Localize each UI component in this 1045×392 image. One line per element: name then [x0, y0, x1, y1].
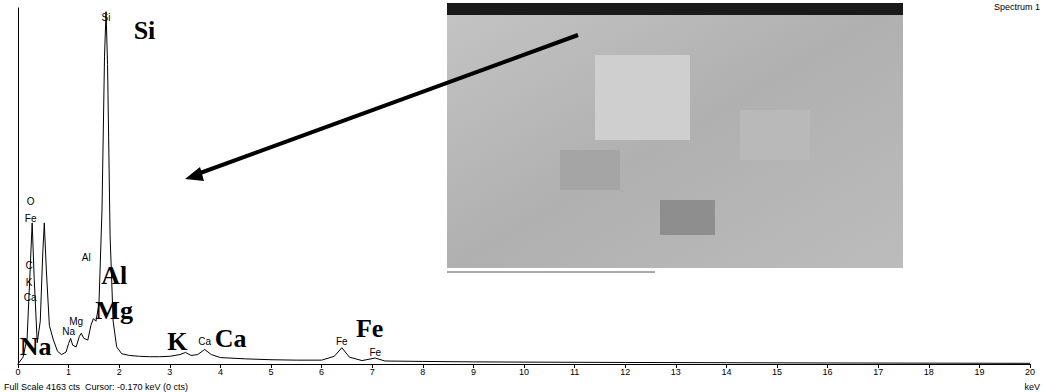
svg-text:O: O: [27, 196, 35, 207]
svg-text:0: 0: [15, 367, 20, 377]
svg-text:Si: Si: [134, 16, 156, 45]
svg-text:17: 17: [873, 367, 883, 377]
svg-text:1: 1: [66, 367, 71, 377]
svg-text:Spectrum 1: Spectrum 1: [994, 2, 1040, 12]
svg-text:Na: Na: [20, 332, 52, 361]
svg-text:10: 10: [519, 367, 529, 377]
svg-text:Mg: Mg: [69, 315, 84, 327]
svg-text:5: 5: [268, 367, 273, 377]
svg-text:K: K: [167, 327, 188, 356]
svg-text:Fe: Fe: [25, 213, 37, 224]
svg-text:Mg: Mg: [95, 296, 133, 325]
svg-text:11: 11: [570, 367, 579, 377]
svg-text:Al: Al: [101, 261, 127, 290]
svg-text:15: 15: [772, 367, 782, 377]
svg-text:19: 19: [974, 367, 984, 377]
svg-text:9: 9: [471, 367, 476, 377]
svg-text:14: 14: [721, 367, 731, 377]
svg-text:Ca: Ca: [24, 292, 37, 303]
svg-text:Fe: Fe: [356, 314, 383, 343]
svg-text:keV: keV: [1024, 382, 1040, 392]
svg-text:Full Scale 4163 cts Cursor: -: Full Scale 4163 cts Cursor: -0.170 keV (…: [4, 382, 188, 392]
svg-text:6: 6: [319, 367, 324, 377]
svg-text:18: 18: [924, 367, 934, 377]
svg-text:13: 13: [671, 367, 681, 377]
svg-text:Fe: Fe: [336, 336, 348, 347]
svg-text:Fe: Fe: [369, 347, 381, 358]
svg-text:Ca: Ca: [215, 324, 247, 353]
svg-text:8: 8: [420, 367, 425, 377]
svg-text:K: K: [26, 277, 33, 288]
svg-text:7: 7: [370, 367, 375, 377]
svg-text:12: 12: [620, 367, 630, 377]
svg-text:Ca: Ca: [198, 336, 211, 347]
svg-text:16: 16: [823, 367, 833, 377]
svg-text:3: 3: [167, 367, 172, 377]
svg-text:C: C: [26, 260, 33, 271]
svg-text:2: 2: [117, 367, 122, 377]
svg-text:Si: Si: [102, 12, 111, 23]
svg-text:Na: Na: [62, 326, 75, 337]
svg-text:Al: Al: [82, 252, 91, 263]
svg-text:4: 4: [218, 367, 223, 377]
svg-text:20: 20: [1025, 367, 1035, 377]
